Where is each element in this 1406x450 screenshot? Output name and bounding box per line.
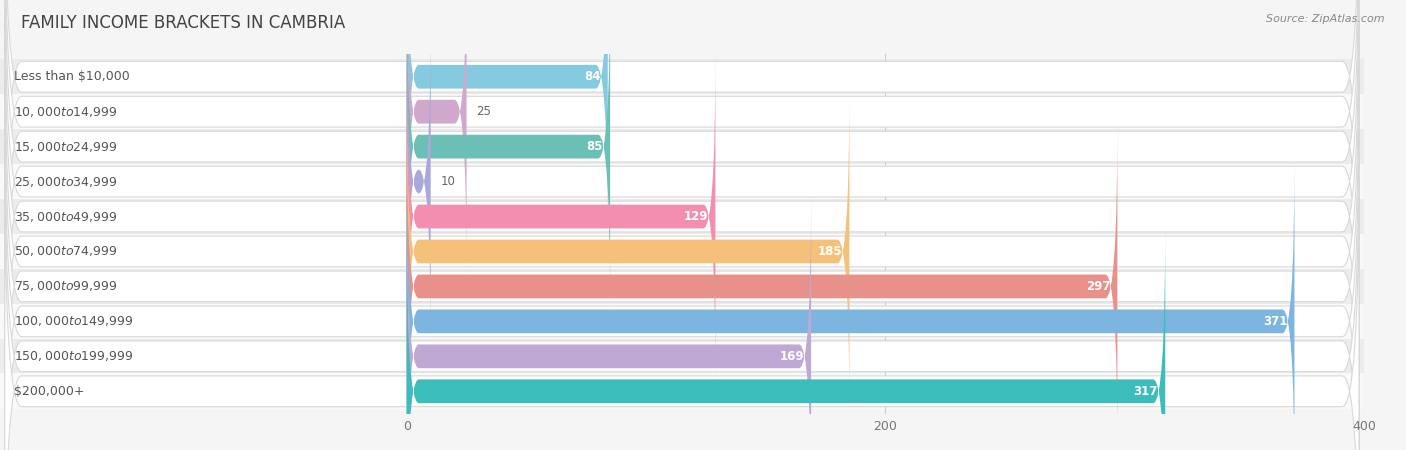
Text: 84: 84 — [583, 70, 600, 83]
FancyBboxPatch shape — [4, 127, 1360, 450]
FancyBboxPatch shape — [406, 54, 716, 379]
Bar — [0, 59, 1364, 94]
Text: 129: 129 — [683, 210, 709, 223]
Text: $75,000 to $99,999: $75,000 to $99,999 — [14, 279, 118, 293]
FancyBboxPatch shape — [4, 22, 1360, 450]
Text: 25: 25 — [477, 105, 491, 118]
Text: 185: 185 — [818, 245, 842, 258]
FancyBboxPatch shape — [4, 0, 1360, 341]
Text: Less than $10,000: Less than $10,000 — [14, 70, 131, 83]
FancyBboxPatch shape — [406, 124, 1118, 449]
FancyBboxPatch shape — [406, 194, 811, 450]
FancyBboxPatch shape — [4, 0, 1360, 411]
Text: 169: 169 — [779, 350, 804, 363]
Text: 85: 85 — [586, 140, 603, 153]
Text: Source: ZipAtlas.com: Source: ZipAtlas.com — [1267, 14, 1385, 23]
FancyBboxPatch shape — [406, 0, 467, 274]
FancyBboxPatch shape — [4, 162, 1360, 450]
FancyBboxPatch shape — [4, 0, 1360, 376]
Text: $100,000 to $149,999: $100,000 to $149,999 — [14, 315, 134, 328]
Bar — [0, 129, 1364, 164]
FancyBboxPatch shape — [406, 89, 849, 414]
Bar — [0, 199, 1364, 234]
Text: $15,000 to $24,999: $15,000 to $24,999 — [14, 140, 118, 153]
FancyBboxPatch shape — [406, 229, 1166, 450]
Bar — [0, 304, 1364, 339]
Bar — [0, 94, 1364, 130]
Text: 297: 297 — [1085, 280, 1111, 293]
Text: $150,000 to $199,999: $150,000 to $199,999 — [14, 349, 134, 363]
Text: $25,000 to $34,999: $25,000 to $34,999 — [14, 175, 118, 189]
Text: $200,000+: $200,000+ — [14, 385, 84, 398]
FancyBboxPatch shape — [4, 92, 1360, 450]
Text: 317: 317 — [1133, 385, 1159, 398]
FancyBboxPatch shape — [406, 158, 1295, 450]
Bar — [0, 269, 1364, 304]
Bar — [0, 338, 1364, 374]
Text: 10: 10 — [440, 175, 456, 188]
Text: 371: 371 — [1263, 315, 1288, 328]
FancyBboxPatch shape — [4, 0, 1360, 306]
Text: FAMILY INCOME BRACKETS IN CAMBRIA: FAMILY INCOME BRACKETS IN CAMBRIA — [21, 14, 346, 32]
Text: $50,000 to $74,999: $50,000 to $74,999 — [14, 244, 118, 258]
Bar — [0, 164, 1364, 199]
Text: $35,000 to $49,999: $35,000 to $49,999 — [14, 210, 118, 224]
FancyBboxPatch shape — [406, 0, 610, 310]
Bar — [0, 234, 1364, 269]
FancyBboxPatch shape — [406, 19, 430, 344]
Text: $10,000 to $14,999: $10,000 to $14,999 — [14, 105, 118, 119]
Bar — [0, 374, 1364, 409]
FancyBboxPatch shape — [4, 0, 1360, 446]
FancyBboxPatch shape — [406, 0, 607, 239]
FancyBboxPatch shape — [4, 57, 1360, 450]
